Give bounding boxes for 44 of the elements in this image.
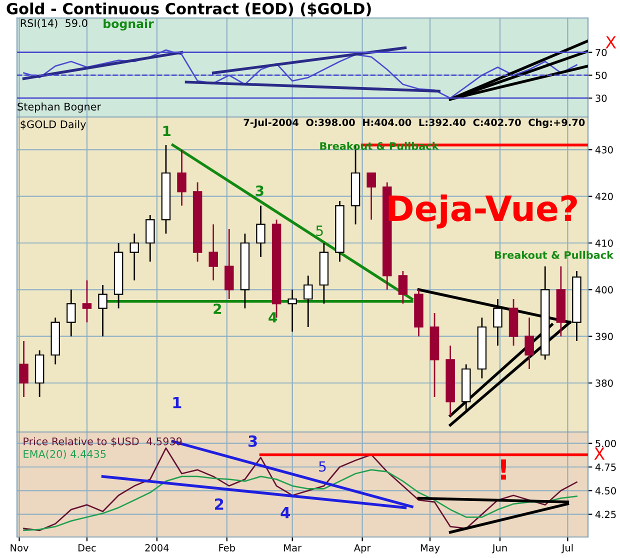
- annotation: 3: [248, 435, 257, 447]
- annotation: bognair: [104, 18, 154, 31]
- annotation: RSI(14) 59.0: [20, 19, 88, 28]
- annotation: 7-Jul-2004 O:398.00 H:404.00 L:392.40 C:402.70 Chg:+9.70: [244, 118, 585, 128]
- annotation: 5: [319, 461, 326, 472]
- text: X: [594, 448, 605, 460]
- x-tick-label: Mar: [284, 544, 302, 552]
- y-tick-label: 5.00: [596, 440, 616, 448]
- annotation: Breakout & Pullback: [494, 250, 614, 259]
- annotation: $GOLD Daily: [20, 120, 86, 130]
- y-tick-label: 30: [596, 94, 607, 102]
- annotation: 5: [316, 226, 323, 236]
- y-tick-label: 380: [596, 379, 613, 387]
- y-tick-label: 390: [596, 332, 613, 340]
- y-tick-label: 430: [595, 146, 613, 154]
- y-tick-label: 410: [595, 239, 613, 247]
- series-label: Price Relative to $USD 4.5939: [24, 437, 182, 447]
- y-tick-label: 400: [595, 286, 613, 294]
- annotation: 4: [280, 506, 290, 518]
- x-tick-label: May: [420, 544, 440, 554]
- x-tick-label: Jul: [561, 544, 573, 554]
- annotation: 1: [163, 126, 170, 136]
- text: X: [606, 36, 616, 48]
- y-tick-label: 4.50: [595, 487, 616, 494]
- chart-title: Gold - Continuous Contract (EOD) ($GOLD): [6, 2, 371, 16]
- x-tick-label: Apr: [354, 544, 371, 554]
- x-tick-label: 2004: [145, 544, 169, 552]
- y-tick-label: 70: [596, 48, 607, 56]
- annotation: 4: [268, 312, 277, 322]
- y-tick-label: 50: [596, 72, 607, 80]
- y-tick-label: 4.75: [595, 464, 616, 471]
- x-tick-label: Jun: [492, 544, 507, 554]
- annotation: Stephan Bogner: [18, 102, 102, 113]
- text: EMA(20) 4.4435: [24, 450, 106, 460]
- x-tick-label: Dec: [78, 544, 96, 552]
- annotation: 1: [173, 397, 182, 408]
- x-tick-label: Feb: [219, 544, 235, 552]
- annotation: 2: [215, 498, 224, 510]
- y-tick-label: 420: [595, 192, 613, 200]
- y-tick-label: 4.25: [595, 510, 616, 518]
- annotation: !: [501, 459, 506, 480]
- annotation: 3: [256, 185, 264, 196]
- annotation: 2: [214, 304, 222, 314]
- x-tick-label: Nov: [10, 544, 28, 552]
